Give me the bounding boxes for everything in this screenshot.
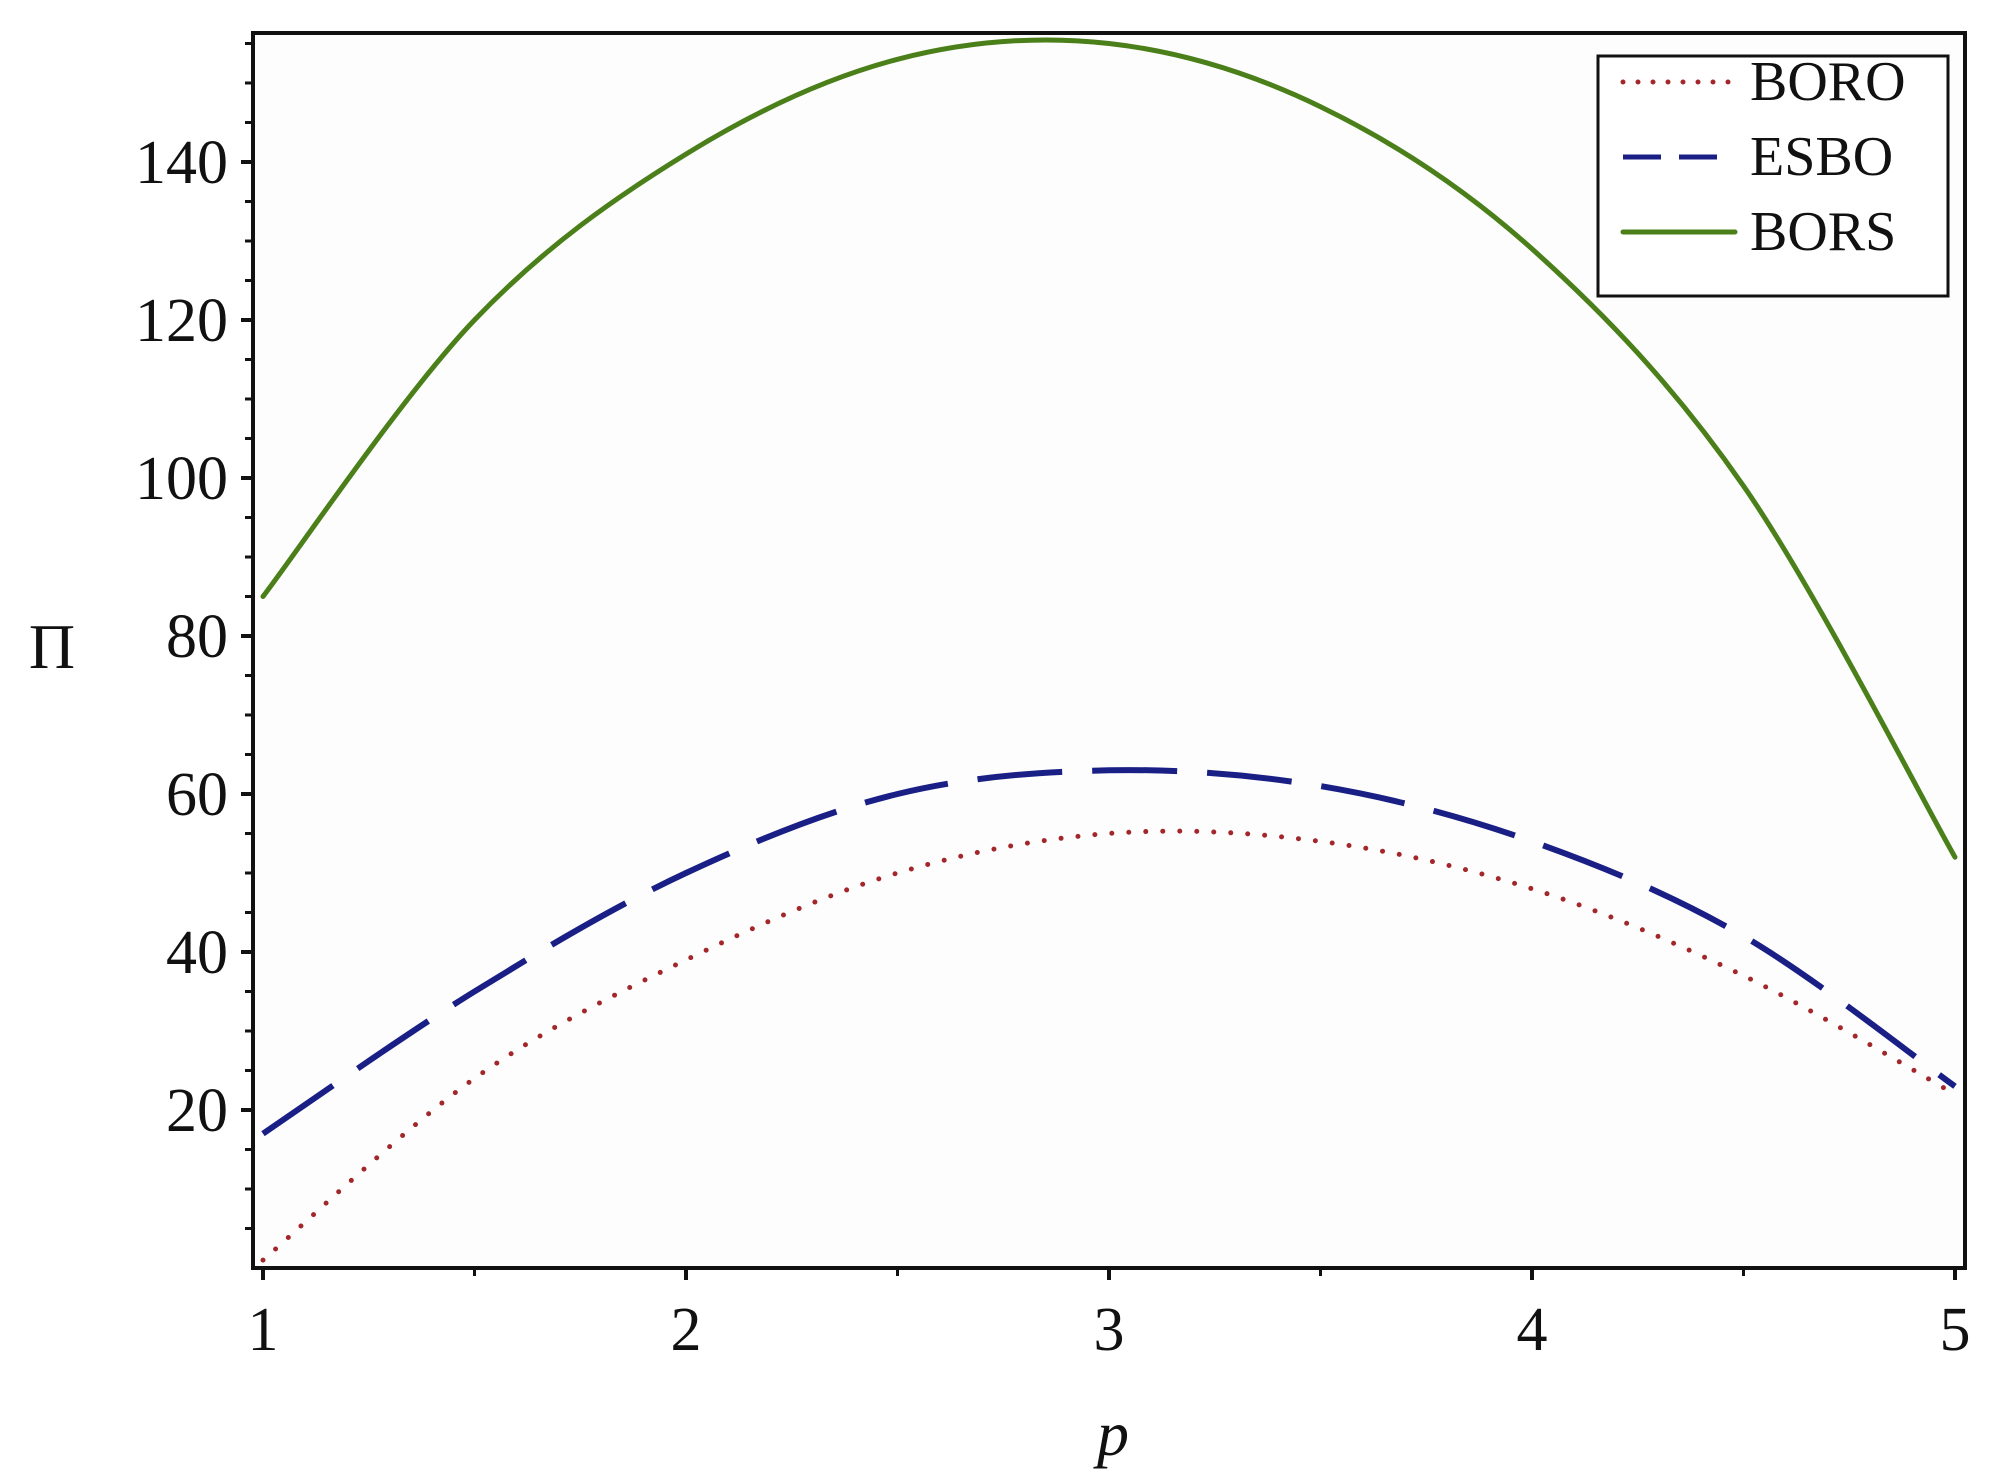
legend-label-boro: BORO bbox=[1750, 51, 1906, 113]
series-line-esbo bbox=[261, 767, 1957, 1137]
x-tick-label: 1 bbox=[248, 1296, 279, 1364]
y-tick-label: 40 bbox=[166, 919, 228, 987]
y-axis-title: Π bbox=[29, 611, 75, 682]
y-tick-label: 100 bbox=[135, 445, 228, 513]
y-tick-label: 60 bbox=[166, 761, 228, 829]
legend-label-bors: BORS bbox=[1750, 201, 1896, 263]
x-tick-label: 5 bbox=[1940, 1296, 1971, 1364]
x-tick-label: 3 bbox=[1094, 1296, 1125, 1364]
x-tick-labels: 1 2 3 4 5 bbox=[248, 1296, 1971, 1364]
y-tick-label: 80 bbox=[166, 603, 228, 671]
x-axis-title: p bbox=[1093, 1398, 1129, 1469]
series-line-bors bbox=[260, 37, 1958, 860]
y-tick-labels: 20 40 60 80 100 120 140 bbox=[135, 129, 228, 1145]
legend-items: BORO ESBO BORS bbox=[1620, 51, 1906, 263]
legend-box bbox=[1596, 54, 1950, 298]
plot-frame bbox=[251, 31, 1967, 1270]
series-layer bbox=[260, 37, 1958, 1263]
y-tick-label: 20 bbox=[166, 1077, 228, 1145]
y-tick-label: 120 bbox=[135, 287, 228, 355]
legend: BORO ESBO BORS bbox=[1596, 51, 1950, 298]
x-tick-label: 4 bbox=[1517, 1296, 1548, 1364]
y-tick-label: 140 bbox=[135, 129, 228, 197]
x-tick-label: 2 bbox=[671, 1296, 702, 1364]
legend-label-esbo: ESBO bbox=[1750, 126, 1893, 188]
